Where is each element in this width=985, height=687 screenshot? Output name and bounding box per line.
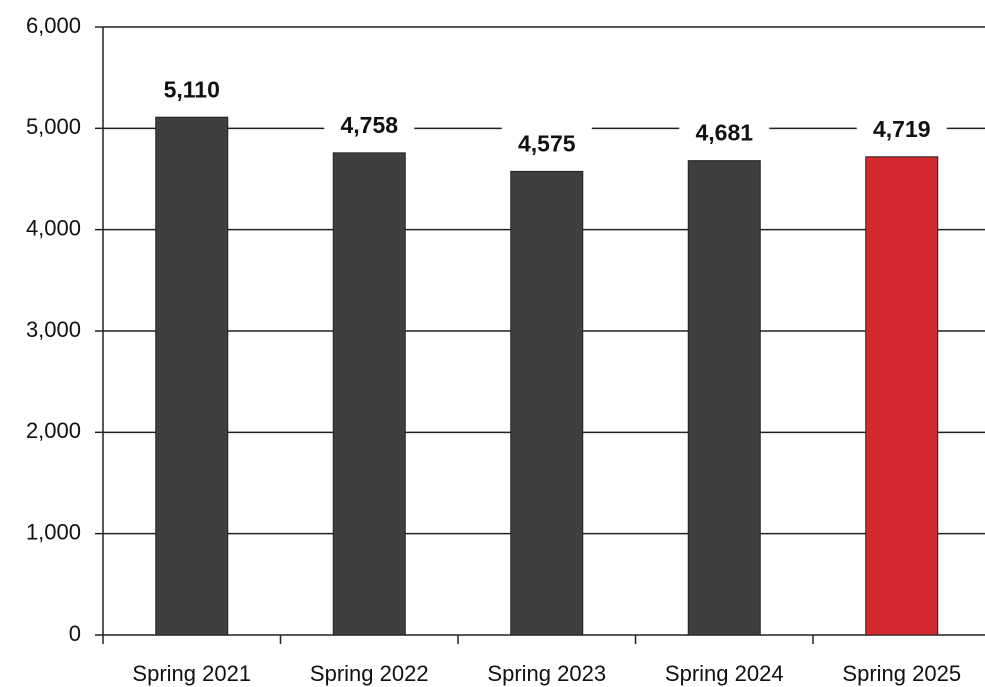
value-label: 4,681 bbox=[695, 120, 753, 146]
value-label-bg bbox=[856, 112, 947, 147]
value-label: 4,758 bbox=[340, 112, 398, 138]
value-label: 5,110 bbox=[164, 76, 220, 102]
y-tick-label: 3,000 bbox=[26, 317, 81, 342]
bar bbox=[510, 170, 584, 636]
value-label: 4,575 bbox=[518, 130, 576, 156]
value-label: 4,719 bbox=[873, 116, 931, 142]
y-tick-label: 0 bbox=[69, 621, 81, 646]
bar bbox=[332, 152, 406, 636]
bar bbox=[687, 160, 761, 636]
y-tick-label: 2,000 bbox=[26, 418, 81, 443]
x-tick-label: Spring 2025 bbox=[842, 661, 961, 686]
value-label-bg bbox=[324, 108, 415, 143]
y-tick-label: 4,000 bbox=[26, 215, 81, 240]
bar bbox=[155, 116, 229, 636]
x-tick-label: Spring 2024 bbox=[665, 661, 784, 686]
value-label-bg bbox=[501, 127, 592, 162]
y-tick-label: 5,000 bbox=[26, 114, 81, 139]
y-tick-label: 6,000 bbox=[26, 13, 81, 38]
x-tick-label: Spring 2021 bbox=[132, 661, 251, 686]
x-tick-label: Spring 2023 bbox=[487, 661, 606, 686]
value-label-bg bbox=[679, 116, 770, 151]
bar bbox=[865, 156, 939, 636]
x-tick-label: Spring 2022 bbox=[310, 661, 429, 686]
value-label-bg bbox=[146, 73, 237, 108]
y-tick-label: 1,000 bbox=[26, 519, 81, 544]
